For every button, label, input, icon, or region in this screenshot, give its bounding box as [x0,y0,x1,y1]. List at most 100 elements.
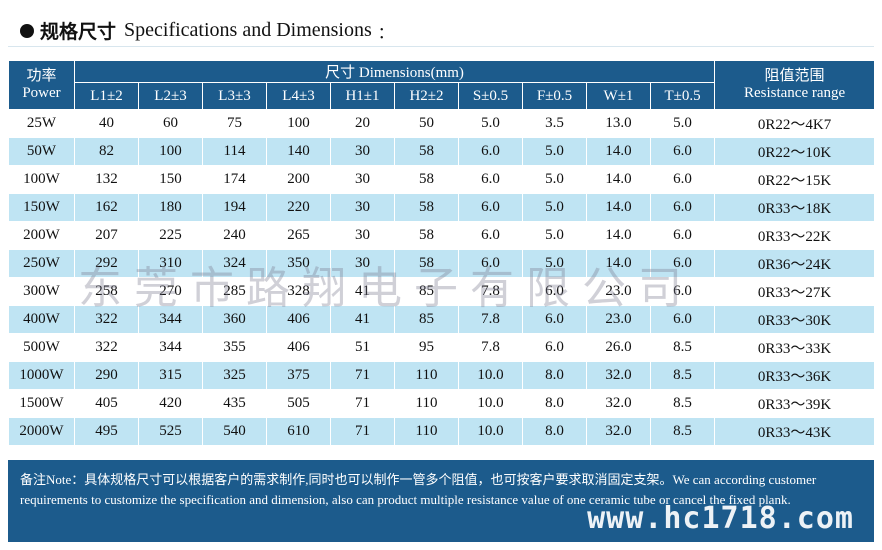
dimension-cell: 100 [138,137,203,166]
dimension-cell: 5.0 [458,109,523,138]
table-row: 300W 258 270 285 328 41 85 7.8 6.0 23.0 6.0 0R33～27… [8,277,876,306]
power-cell: 400W [8,305,75,334]
dimension-cell: 85 [394,277,459,306]
section-title: 规格尺寸 Specifications and Dimensions ： [20,17,394,44]
power-cell: 1000W [8,361,75,390]
table-row: 100W 132 150 174 200 30 58 6.0 5.0 14.0 6.0 0R22～15… [8,165,876,194]
dimensions-header: 尺寸 Dimensions(mm) [73,60,716,83]
spec-table-body: 25W 40 60 75 100 20 50 5.0 3.5 13.0 5.0 0R22～4K7 50W… [8,109,876,446]
resistance-cell: 0R33～43K [714,417,876,446]
dimension-cell: 5.0 [522,165,587,194]
dimension-cell: 435 [202,389,267,418]
resistance-cell: 0R33～22K [714,221,876,250]
resistance-cell: 0R33～33K [714,333,876,362]
dimension-cell: 8.5 [649,389,716,418]
dimension-cell: 8.5 [649,361,716,390]
dimension-cell: 350 [266,249,331,278]
dimension-cell: 8.0 [522,389,587,418]
dimension-cell: 114 [202,137,267,166]
dimension-cell: 41 [330,277,395,306]
dimension-cell: 110 [394,389,459,418]
resistance-cell: 0R22～15K [714,165,876,194]
resistance-cell: 0R33～18K [714,193,876,222]
power-cell: 250W [8,249,75,278]
note-text: 备注Note：具体规格尺寸可以根据客户的需求制作,同时也可以制作一管多个阻值，也… [20,472,817,507]
dimension-cell: 6.0 [458,137,523,166]
section-title-cn: 规格尺寸 [40,21,117,43]
dimension-cell: 30 [330,165,395,194]
dimension-cell: 5.0 [522,249,587,278]
column-header: L4±3 [266,82,331,110]
dimension-cell: 58 [394,221,459,250]
resistance-header-cn: 阻值范围 [764,68,825,84]
site-watermark: www.hc1718.com [587,501,854,536]
dimension-cell: 82 [74,137,139,166]
power-cell: 25W [8,109,75,138]
table-row: 250W 292 310 324 350 30 58 6.0 5.0 14.0 6.0 0R36～24… [8,249,876,278]
column-header: L3±3 [202,82,267,110]
dimension-cell: 180 [138,193,203,222]
dimension-cell: 71 [330,361,395,390]
section-title-en: Specifications and Dimensions [124,19,372,41]
dimension-cell: 30 [330,249,395,278]
dimension-cell: 100 [266,109,331,138]
dimension-cell: 110 [394,361,459,390]
dimension-cell: 6.0 [649,305,716,334]
dimension-cell: 75 [202,109,267,138]
dimension-cell: 14.0 [586,165,651,194]
column-header: T±0.5 [649,82,716,110]
dimension-cell: 6.0 [522,333,587,362]
dimension-cell: 30 [330,221,395,250]
dimension-cell: 540 [202,417,267,446]
power-header-cn: 功率 [26,68,57,84]
dimension-cell: 58 [394,249,459,278]
power-cell: 50W [8,137,75,166]
table-row: 500W 322 344 355 406 51 95 7.8 6.0 26.0 8.5 0R33～33… [8,333,876,362]
dimension-cell: 315 [138,361,203,390]
dimension-cell: 13.0 [586,109,651,138]
dimension-cell: 14.0 [586,249,651,278]
dimension-cell: 14.0 [586,221,651,250]
column-header: F±0.5 [522,82,587,110]
spec-table: 功率 Power 尺寸 Dimensions(mm) 阻值范围 Resistan… [8,60,876,446]
dimension-cell: 23.0 [586,277,651,306]
section-header: 规格尺寸 Specifications and Dimensions ： [8,8,874,47]
table-row: 1500W 405 420 435 505 71 110 10.0 8.0 32.0 8.5 0R33… [8,389,876,418]
resistance-cell: 0R22～10K [714,137,876,166]
power-cell: 2000W [8,417,75,446]
power-cell: 1500W [8,389,75,418]
dimension-cell: 6.0 [458,221,523,250]
dimension-cell: 58 [394,137,459,166]
dimension-cell: 6.0 [649,165,716,194]
dimension-cell: 14.0 [586,137,651,166]
dimension-cell: 200 [266,165,331,194]
dimension-cell: 85 [394,305,459,334]
dimension-cell: 322 [74,333,139,362]
dimension-cell: 360 [202,305,267,334]
dimension-cell: 220 [266,193,331,222]
resistance-cell: 0R33～30K [714,305,876,334]
dimension-cell: 3.5 [522,109,587,138]
dimension-cell: 7.8 [458,305,523,334]
dimension-cell: 505 [266,389,331,418]
dimension-cell: 355 [202,333,267,362]
table-row: 2000W 495 525 540 610 71 110 10.0 8.0 32.0 8.5 0R33… [8,417,876,446]
table-row: 1000W 290 315 325 375 71 110 10.0 8.0 32.0 8.5 0R33… [8,361,876,390]
dimension-cell: 51 [330,333,395,362]
spec-table-container: 功率 Power 尺寸 Dimensions(mm) 阻值范围 Resistan… [8,60,876,448]
dimension-cell: 6.0 [458,249,523,278]
dimension-cell: 8.0 [522,361,587,390]
dimension-cell: 7.8 [458,277,523,306]
dimension-cell: 240 [202,221,267,250]
dimension-cell: 140 [266,137,331,166]
dimension-cell: 8.5 [649,417,716,446]
dimension-cell: 110 [394,417,459,446]
dimension-cell: 285 [202,277,267,306]
dimension-cell: 525 [138,417,203,446]
dimension-cell: 7.8 [458,333,523,362]
dimension-cell: 20 [330,109,395,138]
column-header: H1±1 [330,82,395,110]
dimension-cell: 258 [74,277,139,306]
dimension-cell: 30 [330,193,395,222]
dimension-cell: 32.0 [586,361,651,390]
